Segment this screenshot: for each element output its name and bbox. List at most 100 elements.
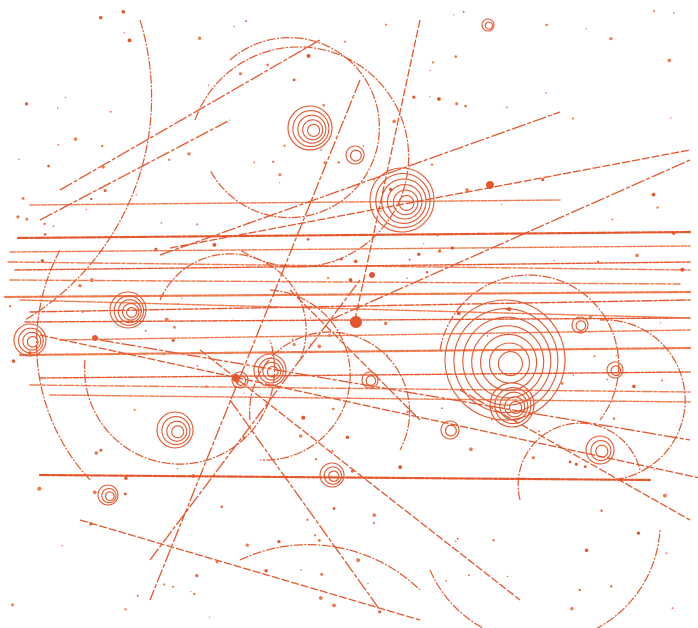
bubble-speck <box>345 435 350 439</box>
beam-track <box>59 329 691 341</box>
beam-track <box>49 394 691 403</box>
bubble-speck <box>507 307 512 312</box>
bubble-speck <box>124 608 127 611</box>
bubble-speck <box>208 616 211 618</box>
spiral-track <box>109 291 147 329</box>
spiral-track <box>361 371 379 389</box>
bubble-speck <box>386 354 389 356</box>
bubble-speck <box>611 218 614 221</box>
bubble-speck <box>343 40 346 43</box>
bubble-speck <box>266 63 270 67</box>
bubble-speck <box>436 234 439 237</box>
bubble-speck <box>318 596 323 600</box>
bubble-speck <box>545 92 547 94</box>
bubble-speck <box>632 384 636 389</box>
spiral-track <box>575 320 587 331</box>
bubble-speck <box>57 144 60 146</box>
curved-track <box>159 253 307 361</box>
bubble-speck <box>162 352 166 356</box>
spiral-track <box>231 371 249 389</box>
bubble-speck <box>64 96 67 99</box>
bubble-speck <box>337 161 340 164</box>
bubble-speck <box>667 58 672 63</box>
bubble-speck <box>425 271 429 274</box>
bubble-speck <box>568 460 572 464</box>
curved-track <box>239 544 421 591</box>
bubble-speck <box>570 606 574 611</box>
bubble-speck <box>264 569 268 573</box>
bubble-speck <box>384 321 388 326</box>
bubble-speck <box>431 61 435 64</box>
beam-track <box>3 290 692 299</box>
spiral-track <box>253 353 287 387</box>
curved-track <box>599 319 686 481</box>
spiral-track <box>302 119 324 141</box>
spiral-track <box>171 425 185 439</box>
bubble-speck <box>469 447 473 452</box>
bubble-speck <box>332 507 336 510</box>
bubble-speck <box>43 222 46 225</box>
bubble-speck <box>545 23 548 27</box>
bubble-speck <box>606 378 609 381</box>
bubble-speck <box>612 417 616 420</box>
diagonal-track <box>159 111 561 256</box>
bubble-speck <box>85 208 88 211</box>
beam-track <box>29 199 561 206</box>
diagonal-track <box>199 349 521 601</box>
bubble-speck <box>456 537 459 540</box>
bubble-speck <box>593 355 596 358</box>
diagonal-track <box>149 79 361 601</box>
bubble-speck <box>163 583 166 586</box>
spiral-track <box>462 316 552 406</box>
interaction-vertex <box>92 335 98 341</box>
beam-track <box>9 279 681 285</box>
bubble-speck <box>353 259 358 264</box>
bubble-speck <box>384 23 388 26</box>
bubble-speck <box>500 203 503 206</box>
diagonal-track <box>79 519 421 621</box>
bubble-speck <box>671 607 674 610</box>
bubble-speck <box>21 196 25 200</box>
bubble-speck <box>300 568 303 571</box>
bubble-speck <box>320 572 324 576</box>
bubble-speck <box>313 534 317 537</box>
bubble-speck <box>538 430 540 433</box>
spiral-track <box>484 21 494 30</box>
bubble-speck <box>653 10 656 13</box>
bubble-speck <box>672 231 676 235</box>
bubble-speck <box>306 237 310 241</box>
spiral-track <box>161 416 191 446</box>
bubble-speck <box>28 351 32 355</box>
bubble-speck <box>245 543 249 547</box>
spiral-track <box>444 299 566 421</box>
spiral-track <box>345 145 365 165</box>
bubble-speck <box>52 225 55 228</box>
bubble-speck <box>388 187 393 192</box>
spiral-track <box>489 382 535 428</box>
bubble-speck <box>412 95 416 99</box>
bubble-speck <box>571 117 574 120</box>
spiral-track <box>440 420 460 440</box>
bubble-speck <box>323 161 327 165</box>
spiral-track <box>297 114 327 144</box>
beam-track <box>29 384 691 393</box>
spiral-track <box>22 331 42 351</box>
bubble-speck <box>636 531 641 535</box>
bubble-speck <box>531 456 535 460</box>
bubble-speck <box>596 260 600 263</box>
bubble-speck <box>233 26 235 28</box>
bubble-speck <box>121 10 126 14</box>
bubble-speck <box>506 106 508 109</box>
spiral-track <box>369 167 435 233</box>
bubble-speck <box>57 107 59 109</box>
bubble-speck <box>588 315 593 319</box>
bubble-speck <box>609 37 613 41</box>
bubble-speck <box>331 407 335 411</box>
bubble-speck <box>78 284 82 288</box>
bubble-speck <box>378 610 382 614</box>
bubble-speck <box>315 458 318 461</box>
bubble-speck <box>340 258 343 261</box>
spiral-track <box>585 435 615 465</box>
bubble-speck <box>356 558 361 563</box>
bubble-speck <box>245 20 247 23</box>
